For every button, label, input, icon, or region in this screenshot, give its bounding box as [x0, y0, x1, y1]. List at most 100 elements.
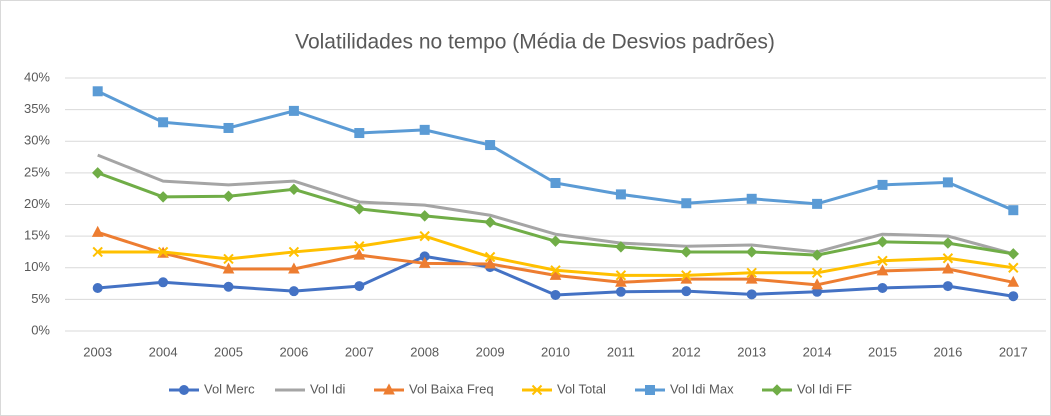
y-tick-label: 20% — [24, 196, 50, 211]
marker — [876, 264, 889, 276]
marker — [615, 270, 627, 281]
marker — [419, 230, 430, 242]
marker — [223, 281, 234, 292]
y-tick-label: 40% — [24, 69, 50, 84]
x-tick-label: 2017 — [999, 344, 1028, 359]
marker — [942, 177, 953, 188]
marker — [223, 122, 234, 133]
legend-label: Vol Idi FF — [797, 381, 852, 396]
legend-label: Vol Total — [557, 381, 606, 396]
x-tick-label: 2007 — [345, 344, 374, 359]
marker — [419, 124, 430, 135]
marker — [811, 278, 823, 290]
marker — [681, 286, 692, 297]
marker — [811, 267, 823, 279]
marker — [288, 286, 299, 297]
marker — [354, 241, 365, 252]
marker — [418, 256, 431, 268]
marker — [288, 262, 300, 274]
marker — [771, 384, 783, 396]
x-tick-label: 2004 — [149, 344, 178, 359]
marker — [811, 249, 823, 261]
marker — [746, 267, 757, 279]
series-line — [97, 153, 1014, 256]
marker — [877, 255, 888, 267]
x-tick-label: 2015 — [868, 344, 897, 359]
marker — [615, 275, 627, 287]
marker — [615, 286, 626, 297]
legend-label: Vol Idi — [310, 381, 346, 396]
marker — [383, 383, 395, 395]
chart-title: Volatilidades no tempo (Média de Desvios… — [295, 31, 775, 54]
marker — [550, 289, 561, 300]
marker — [1007, 248, 1020, 260]
marker — [812, 198, 823, 209]
marker — [223, 253, 234, 265]
marker — [418, 210, 431, 222]
marker — [179, 385, 189, 395]
x-tick-label: 2010 — [541, 344, 570, 359]
marker — [92, 86, 103, 97]
marker — [353, 203, 366, 215]
marker — [680, 246, 693, 258]
x-tick-label: 2003 — [83, 344, 112, 359]
marker — [681, 270, 692, 281]
marker — [288, 183, 300, 196]
marker — [484, 216, 496, 228]
marker — [745, 246, 758, 258]
marker — [1008, 291, 1019, 302]
x-tick-label: 2016 — [933, 344, 962, 359]
marker — [353, 248, 366, 260]
marker — [942, 253, 954, 264]
marker — [222, 262, 235, 274]
marker — [288, 105, 299, 116]
marker — [942, 237, 954, 249]
marker — [485, 140, 496, 151]
marker — [157, 246, 169, 258]
y-tick-label: 25% — [24, 164, 50, 179]
x-tick-label: 2014 — [803, 344, 832, 359]
x-tick-label: 2013 — [737, 344, 766, 359]
marker — [549, 268, 562, 280]
marker — [550, 265, 561, 276]
marker — [681, 198, 692, 209]
y-tick-label: 5% — [31, 291, 50, 306]
marker — [549, 235, 562, 247]
x-tick-label: 2012 — [672, 344, 701, 359]
marker — [92, 282, 103, 293]
y-tick-label: 0% — [31, 322, 50, 337]
marker — [876, 236, 889, 248]
marker — [157, 191, 169, 203]
marker — [942, 281, 953, 292]
x-tick-label: 2009 — [476, 344, 505, 359]
marker — [746, 289, 757, 300]
marker — [484, 251, 496, 263]
legend-label: Vol Idi Max — [670, 381, 734, 396]
marker — [1008, 262, 1019, 273]
marker — [615, 189, 626, 200]
x-tick-label: 2005 — [214, 344, 243, 359]
y-tick-label: 10% — [24, 259, 50, 274]
marker — [645, 385, 655, 395]
marker — [531, 384, 543, 396]
marker — [91, 167, 104, 179]
marker — [877, 282, 888, 293]
y-tick-label: 35% — [24, 101, 50, 116]
marker — [877, 179, 888, 190]
x-tick-label: 2008 — [410, 344, 439, 359]
marker — [746, 193, 757, 204]
x-tick-label: 2011 — [607, 344, 635, 359]
marker — [484, 257, 496, 269]
y-tick-label: 30% — [24, 133, 50, 148]
legend-label: Vol Merc — [204, 381, 255, 396]
marker — [615, 241, 627, 253]
marker — [942, 262, 954, 274]
marker — [745, 272, 758, 284]
y-tick-label: 15% — [24, 228, 50, 243]
marker — [288, 246, 300, 258]
marker — [550, 177, 561, 188]
legend-label: Vol Baixa Freq — [409, 381, 494, 396]
x-tick-label: 2006 — [279, 344, 308, 359]
